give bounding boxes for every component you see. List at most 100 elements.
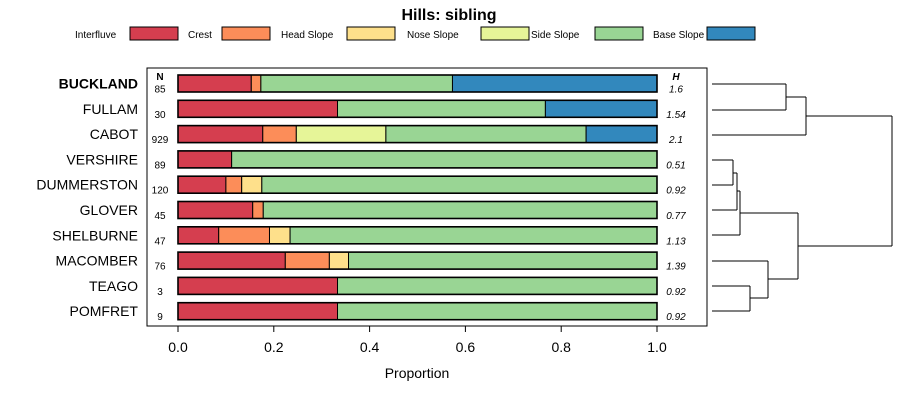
row-n-value: 45 bbox=[154, 211, 166, 222]
legend-label-interfluve: Interfluve bbox=[75, 30, 117, 41]
bar-segment-side-slope bbox=[348, 251, 658, 270]
bar-outline bbox=[177, 276, 658, 296]
legend-swatch-interfluve bbox=[129, 26, 179, 41]
bar-segment-interfluve bbox=[177, 150, 233, 169]
bar-segment-interfluve bbox=[177, 125, 264, 144]
row-shelburne: SHELBURNE 47 1.13 bbox=[52, 226, 686, 247]
legend-label-head-slope: Head Slope bbox=[281, 30, 334, 41]
legend-label-nose-slope: Nose Slope bbox=[407, 30, 459, 41]
row-label: SHELBURNE bbox=[52, 227, 138, 243]
legend-label-crest: Crest bbox=[188, 30, 212, 41]
bar-segment-base-slope bbox=[544, 99, 658, 118]
bar-segment-interfluve bbox=[177, 276, 339, 295]
row-n-value: 89 bbox=[154, 160, 166, 171]
bar-outline bbox=[177, 99, 658, 119]
row-n-value: 30 bbox=[154, 110, 166, 121]
bar-segment-crest bbox=[252, 201, 264, 219]
bar-segment-interfluve bbox=[177, 175, 227, 194]
row-cabot: CABOT 929 2.1 bbox=[90, 124, 683, 146]
x-tick-label: 0.8 bbox=[551, 339, 571, 355]
row-teago: TEAGO 3 0.92 bbox=[89, 276, 686, 298]
legend-label-base-slope: Base Slope bbox=[653, 30, 705, 41]
bar-outline bbox=[177, 200, 658, 220]
row-h-value: 1.13 bbox=[666, 236, 686, 247]
bar-segment-crest bbox=[218, 226, 270, 245]
row-h-value: 1.54 bbox=[666, 110, 686, 121]
row-dummerston: DUMMERSTON 120 0.92 bbox=[36, 175, 686, 197]
row-n-value: 3 bbox=[157, 287, 163, 298]
row-fullam: FULLAM 30 1.54 bbox=[83, 99, 686, 121]
x-axis: 0.0 0.2 0.4 0.6 0.8 1.0 bbox=[168, 326, 667, 355]
bar-segment-interfluve bbox=[177, 302, 339, 321]
bar-segment-side-slope bbox=[337, 276, 658, 295]
bars: BUCKLAND 85 1.6 FULLAM 30 1.54 CABOT 929 2.1 VERS… bbox=[36, 74, 686, 323]
row-buckland: BUCKLAND 85 1.6 bbox=[59, 74, 683, 96]
row-h-value: 2.1 bbox=[668, 135, 683, 146]
x-tick-label: 0.4 bbox=[360, 339, 380, 355]
row-h-value: 0.51 bbox=[666, 160, 685, 171]
h-column-header: H bbox=[672, 72, 680, 83]
row-h-value: 1.6 bbox=[669, 85, 683, 96]
row-n-value: 120 bbox=[152, 186, 169, 197]
row-n-value: 76 bbox=[154, 262, 166, 273]
bar-outline bbox=[177, 74, 658, 93]
legend-swatch-side-slope bbox=[594, 26, 644, 41]
row-h-value: 1.39 bbox=[666, 262, 686, 273]
legend-label-side-slope: Side Slope bbox=[531, 30, 580, 41]
bar-segment-base-slope bbox=[451, 74, 658, 93]
bar-segment-side-slope bbox=[385, 125, 587, 144]
legend-swatch-head-slope bbox=[346, 26, 396, 41]
bar-segment-side-slope bbox=[289, 226, 658, 245]
x-tick-label: 1.0 bbox=[647, 339, 667, 355]
row-label: GLOVER bbox=[80, 202, 138, 218]
x-tick-label: 0.0 bbox=[168, 339, 188, 355]
bar-segment-side-slope bbox=[260, 74, 453, 93]
bar-segment-interfluve bbox=[177, 226, 220, 245]
row-label: TEAGO bbox=[89, 278, 138, 294]
bar-segment-interfluve bbox=[177, 99, 339, 118]
row-label: VERSHIRE bbox=[66, 151, 138, 167]
bar-outline bbox=[177, 301, 658, 321]
bar-segment-interfluve bbox=[177, 74, 252, 93]
row-h-value: 0.92 bbox=[666, 312, 686, 323]
row-h-value: 0.92 bbox=[666, 287, 686, 298]
row-n-value: 47 bbox=[154, 236, 166, 247]
bar-outline bbox=[177, 124, 658, 144]
bar-segment-nose-slope bbox=[295, 125, 387, 144]
row-pomfret: POMFRET 9 0.92 bbox=[70, 301, 686, 323]
plot-panel bbox=[146, 67, 708, 327]
row-vershire: VERSHIRE 89 0.51 bbox=[66, 150, 686, 171]
legend-swatch-nose-slope bbox=[480, 26, 530, 41]
bar-segment-side-slope bbox=[262, 201, 658, 219]
bar-segment-crest bbox=[250, 74, 262, 93]
row-n-value: 9 bbox=[157, 312, 163, 323]
n-column-header: N bbox=[156, 72, 163, 83]
bar-segment-side-slope bbox=[337, 302, 658, 321]
bar-segment-crest bbox=[284, 251, 330, 270]
bar-segment-crest bbox=[262, 125, 297, 144]
dendrogram bbox=[712, 83, 893, 312]
row-macomber: MACOMBER 76 1.39 bbox=[56, 251, 686, 273]
row-h-value: 0.77 bbox=[666, 211, 686, 222]
bar-outline bbox=[177, 226, 658, 245]
bar-outline bbox=[177, 175, 658, 194]
bar-segment-side-slope bbox=[337, 99, 546, 118]
row-glover: GLOVER 45 0.77 bbox=[80, 200, 686, 222]
row-n-value: 85 bbox=[154, 85, 166, 96]
bar-outline bbox=[177, 150, 658, 169]
row-label: BUCKLAND bbox=[59, 76, 138, 92]
bar-segment-head-slope bbox=[241, 175, 263, 194]
row-label: CABOT bbox=[90, 126, 139, 142]
bar-segment-head-slope bbox=[268, 226, 291, 245]
row-label: MACOMBER bbox=[56, 253, 138, 269]
bar-segment-crest bbox=[225, 175, 243, 194]
x-tick-label: 0.2 bbox=[264, 339, 284, 355]
bar-segment-head-slope bbox=[328, 251, 350, 270]
bar-segment-interfluve bbox=[177, 251, 286, 270]
bar-segment-interfluve bbox=[177, 201, 254, 219]
row-label: POMFRET bbox=[70, 303, 139, 319]
row-h-value: 0.92 bbox=[666, 186, 686, 197]
bar-segment-side-slope bbox=[231, 150, 658, 169]
legend: Interfluve Crest Head Slope Nose Slope Side … bbox=[75, 26, 756, 41]
